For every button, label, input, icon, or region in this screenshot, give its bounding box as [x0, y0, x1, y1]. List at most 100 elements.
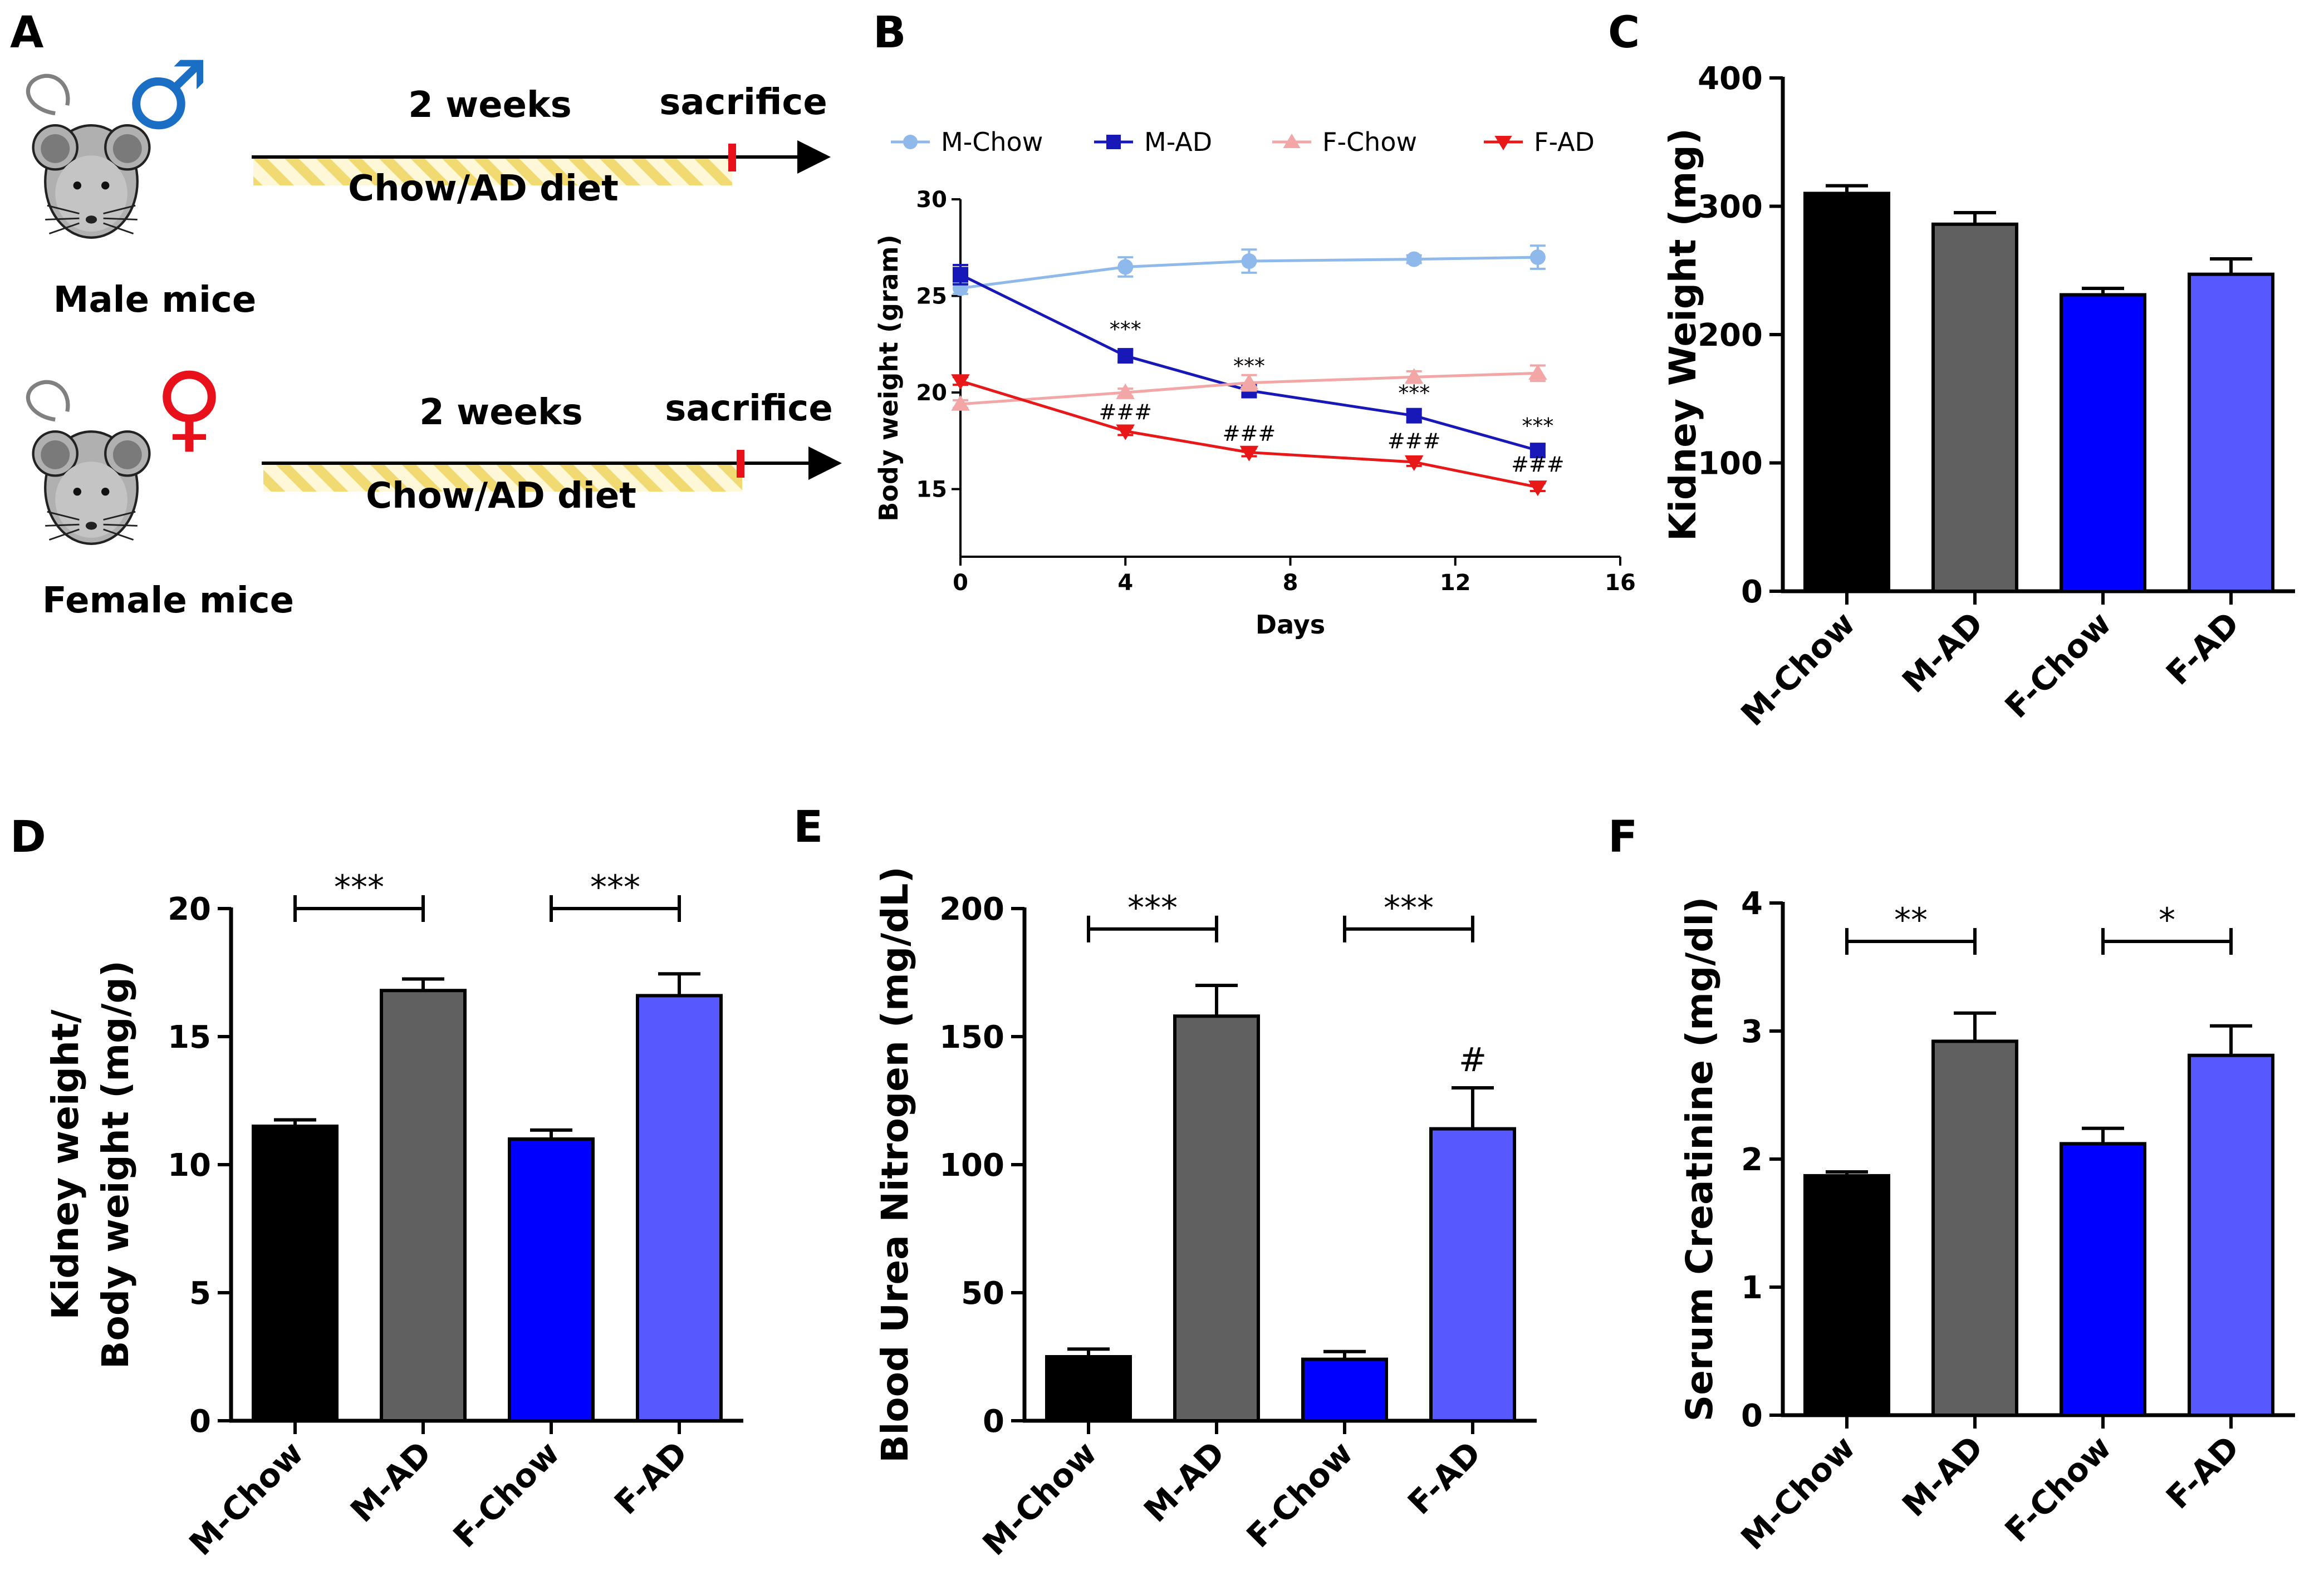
data-point — [951, 395, 970, 411]
data-point — [1116, 424, 1135, 440]
diet-label: Chow/AD diet — [366, 475, 636, 517]
x-tick-label: 8 — [1283, 570, 1298, 596]
y-tick-label: 0 — [983, 1403, 1004, 1440]
y-tick-label: 0 — [189, 1403, 211, 1440]
data-point — [1406, 251, 1422, 267]
y-axis-label-line2: Body weight (mg/g) — [94, 960, 137, 1369]
chart-serum-creatinine: 0 1 2 3 4 M-Chow M-AD F-Chow F-AD Serum Creatinin… — [1678, 886, 2295, 1557]
category-label: M-Chow — [1734, 605, 1862, 733]
data-point — [1239, 445, 1259, 462]
sacrifice-label: sacrifice — [659, 82, 827, 123]
significance-mark: # — [1459, 1041, 1487, 1079]
category-label: F-Chow — [446, 1434, 567, 1555]
bar-f-chow — [1301, 1357, 1388, 1423]
bar-f-chow — [2060, 1142, 2146, 1417]
data-point — [1494, 135, 1512, 150]
legend-label: M-Chow — [941, 127, 1043, 157]
data-point — [1404, 368, 1424, 384]
y-tick-label: 25 — [916, 284, 947, 310]
y-tick-label: 400 — [1698, 61, 1763, 97]
data-point — [1528, 364, 1547, 380]
legend-item: F-Chow — [1272, 127, 1417, 157]
timeline-female: ♀ 2 weeks sacrifice Chow/AD diet Female … — [28, 352, 842, 621]
group-label: Female mice — [42, 580, 294, 621]
panel-letter-e: E — [793, 802, 823, 852]
significance-label: *** — [1127, 889, 1178, 927]
category-label: F-AD — [607, 1434, 695, 1522]
data-point — [1116, 383, 1135, 399]
bar-f-ad — [2188, 272, 2274, 593]
male-symbol-icon: ♂ — [125, 41, 209, 151]
significance-label: *** — [590, 868, 640, 907]
y-tick-label: 50 — [961, 1275, 1004, 1312]
y-tick-label: 2 — [1741, 1142, 1763, 1178]
y-tick-label: 15 — [916, 477, 947, 503]
bar-f-chow — [508, 1137, 595, 1422]
y-tick-label: 0 — [1741, 1398, 1763, 1434]
y-axis-label: Body weight (gram) — [874, 234, 904, 521]
y-tick-label: 1 — [1741, 1270, 1763, 1306]
category-label: F-Chow — [1239, 1434, 1360, 1555]
y-tick-label: 100 — [939, 1147, 1004, 1184]
chart-blood-urea-nitrogen: 0 50 100 150 200 M-Chow M-AD F-Chow F-AD Blood Ur… — [874, 866, 1537, 1563]
x-axis-label: Days — [1256, 610, 1325, 640]
legend-item: F-AD — [1484, 127, 1595, 157]
data-point — [1283, 134, 1301, 149]
category-label: F-Chow — [1998, 605, 2119, 725]
significance-label: ** — [1894, 901, 1928, 940]
series-f-ad — [951, 374, 1547, 497]
category-label: M-Chow — [1734, 1429, 1862, 1557]
category-label: M-AD — [1136, 1434, 1232, 1530]
y-axis-label: Blood Urea Nitrogen (mg/dL) — [874, 866, 916, 1463]
legend-item: M-AD — [1094, 127, 1212, 157]
y-axis-label: Kidney Weight (mg) — [1661, 128, 1704, 541]
series-f-chow — [951, 364, 1547, 411]
panel-letter-b: B — [873, 8, 906, 58]
bar-m-chow — [1045, 1355, 1132, 1422]
category-label: M-AD — [1895, 605, 1990, 700]
category-label: F-AD — [2159, 605, 2247, 693]
legend-label: F-Chow — [1322, 127, 1417, 157]
data-point — [1106, 135, 1121, 149]
data-point — [1117, 259, 1134, 275]
annotation-label: ### — [1511, 452, 1565, 477]
bar-m-ad — [1931, 1039, 2018, 1417]
y-tick-label: 15 — [168, 1019, 211, 1056]
y-tick-label: 200 — [1698, 317, 1763, 354]
chart-kidney-body-ratio: 0 5 10 15 20 M-Chow M-AD F-Chow F-AD Kidney weigh… — [44, 868, 743, 1563]
diet-hatch-bar — [253, 159, 732, 185]
y-axis-label: Kidney weight/ — [44, 1009, 87, 1320]
category-label: M-Chow — [975, 1434, 1104, 1563]
bar-m-chow — [1803, 192, 1890, 593]
bar-f-chow — [2060, 293, 2146, 593]
y-tick-label: 200 — [939, 891, 1004, 927]
panel-a: A ♂ 2 weeks sacrifice Chow/AD diet Male … — [10, 8, 842, 621]
data-point — [1241, 253, 1257, 269]
y-tick-label: 20 — [168, 891, 211, 927]
y-tick-label: 4 — [1741, 886, 1763, 922]
diet-hatch-bar — [263, 465, 742, 492]
category-label: F-AD — [1400, 1434, 1488, 1522]
y-tick-label: 3 — [1741, 1014, 1763, 1050]
category-label: M-Chow — [182, 1434, 311, 1563]
y-tick-label: 0 — [1741, 574, 1763, 610]
bar-m-chow — [1803, 1174, 1890, 1417]
y-tick-label: 150 — [939, 1019, 1004, 1056]
chart-kidney-weight: 0 100 200 300 400 M-Chow M-AD F-Chow F-AD Kidney … — [1661, 61, 2295, 733]
annotation-label: *** — [1110, 317, 1141, 341]
bar-m-ad — [380, 989, 467, 1422]
group-label: Male mice — [53, 279, 256, 321]
significance-label: *** — [1384, 889, 1434, 927]
data-point — [1239, 374, 1259, 390]
female-mouse-icon — [28, 382, 149, 544]
annotation-label: ### — [1223, 421, 1276, 446]
duration-label: 2 weeks — [419, 392, 582, 433]
data-point — [1117, 348, 1134, 364]
legend-label: F-AD — [1534, 127, 1595, 157]
panel-letter-a: A — [10, 8, 43, 58]
y-tick-label: 300 — [1698, 189, 1763, 225]
y-tick-label: 100 — [1698, 446, 1763, 482]
data-point — [1406, 408, 1422, 424]
legend-item: M-Chow — [891, 127, 1043, 157]
